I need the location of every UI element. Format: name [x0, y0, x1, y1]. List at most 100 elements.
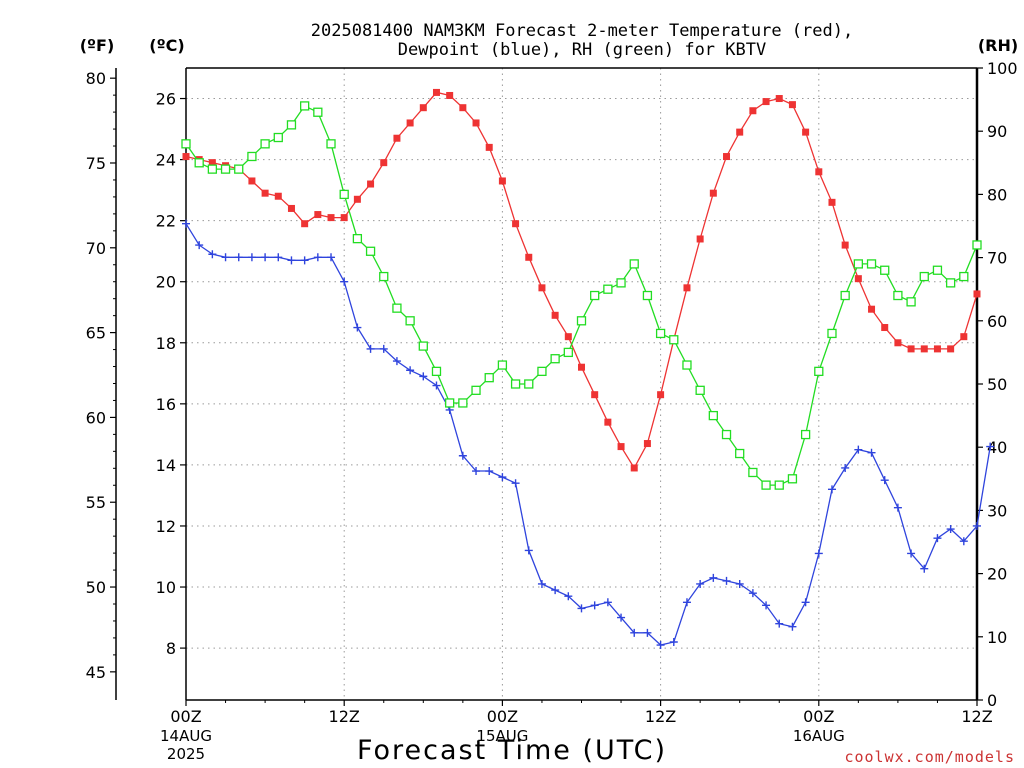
temperature-point	[208, 159, 216, 167]
fahrenheit-axis-unit: (ºF)	[80, 36, 115, 55]
dewpoint-point	[630, 628, 639, 637]
x-tick-year: 2025	[167, 745, 205, 763]
dewpoint-point	[854, 445, 863, 454]
temperature-point	[525, 253, 533, 261]
dewpoint-point	[577, 604, 586, 613]
temperature-point	[643, 440, 651, 448]
rh-point	[418, 341, 428, 351]
x-axis-label: Forecast Time (UTC)	[357, 735, 667, 766]
temperature-point	[432, 88, 440, 96]
rh-point	[590, 290, 600, 301]
temperature-point	[538, 284, 546, 292]
dewpoint-point	[274, 253, 283, 262]
chart-title-line1: 2025081400 NAM3KM Forecast 2-meter Tempe…	[311, 21, 853, 41]
dewpoint-point	[261, 253, 270, 262]
temperature-point	[868, 305, 876, 313]
celsius-tick-label: 22	[156, 212, 176, 231]
celsius-tick-label: 8	[166, 639, 176, 658]
temperature-point	[367, 180, 375, 188]
rh-tick-label: 40	[987, 438, 1007, 457]
x-tick-label: 12Z	[961, 707, 992, 726]
rh-point	[458, 398, 468, 408]
dewpoint-point	[920, 564, 929, 573]
fahrenheit-tick-label: 70	[86, 239, 106, 258]
dewpoint-point	[551, 586, 560, 595]
rh-tick-label: 10	[987, 628, 1007, 647]
dewpoint-point	[300, 256, 309, 265]
rh-point	[866, 259, 877, 269]
rh-point	[326, 139, 336, 149]
temperature-point	[314, 211, 322, 219]
rh-point	[787, 474, 798, 484]
x-tick-label: 00Z	[487, 707, 518, 726]
dewpoint-line	[185, 223, 991, 646]
rh-point	[840, 290, 850, 301]
temperature-point	[933, 345, 941, 353]
rh-point	[497, 360, 508, 370]
temperature-point	[578, 363, 585, 371]
temperature-point	[380, 159, 388, 167]
dewpoint-point	[669, 637, 678, 646]
x-tick-date: 14AUG	[160, 727, 212, 745]
rh-tick-label: 20	[987, 565, 1007, 584]
rh-point	[919, 271, 929, 282]
rh-tick-label: 60	[987, 312, 1007, 331]
temperature-point	[551, 311, 559, 319]
temperature-point	[340, 214, 348, 222]
x-tick-label: 12Z	[645, 707, 676, 726]
rh-point	[932, 265, 943, 275]
fahrenheit-tick-label: 75	[86, 154, 106, 173]
rh-axis-unit: (RH)	[978, 36, 1018, 55]
temperature-point	[419, 104, 427, 112]
celsius-tick-label: 16	[156, 395, 176, 414]
temperature-point	[736, 128, 744, 136]
dewpoint-point	[340, 277, 349, 286]
temperature-point	[657, 391, 665, 399]
temperature-point	[854, 275, 862, 283]
rh-point	[708, 410, 718, 421]
rh-point	[220, 164, 231, 174]
rh-point	[537, 366, 547, 377]
rh-point	[431, 366, 442, 377]
temperature-point	[446, 91, 454, 99]
rh-point	[616, 278, 626, 288]
dewpoint-point	[432, 381, 441, 390]
fahrenheit-tick-label: 50	[86, 578, 106, 597]
dewpoint-point	[353, 323, 362, 332]
temperature-point	[828, 198, 836, 206]
temperature-point	[920, 345, 928, 353]
temperature-point	[973, 290, 981, 298]
rh-point	[234, 164, 244, 174]
rh-point	[972, 240, 982, 250]
temperature-point	[498, 177, 506, 185]
fahrenheit-tick-label: 80	[86, 69, 106, 88]
x-tick-label: 00Z	[803, 707, 834, 726]
chart-axes	[110, 67, 983, 706]
rh-tick-label: 50	[987, 375, 1007, 394]
dewpoint-point	[973, 521, 981, 530]
dewpoint-point	[195, 241, 204, 250]
rh-point	[286, 120, 297, 130]
rh-point	[748, 467, 758, 478]
temperature-point	[802, 128, 810, 136]
dewpoint-point	[458, 451, 467, 460]
rh-point	[550, 354, 560, 364]
dewpoint-point	[656, 641, 665, 650]
rh-point	[194, 158, 204, 168]
rh-point	[695, 385, 705, 395]
dewpoint-point	[392, 357, 401, 366]
rh-point	[313, 107, 323, 117]
rh-point	[827, 328, 837, 339]
temperature-point	[815, 168, 823, 176]
dewpoint-point	[524, 546, 533, 555]
dewpoint-point	[590, 601, 599, 610]
temperature-point	[393, 134, 401, 142]
temperature-point	[881, 324, 889, 332]
celsius-tick-label: 14	[156, 456, 176, 475]
temperature-point	[947, 345, 955, 353]
rh-point	[800, 429, 811, 440]
rh-point	[669, 335, 679, 345]
temperature-point	[564, 333, 572, 341]
dewpoint-point	[537, 579, 546, 588]
